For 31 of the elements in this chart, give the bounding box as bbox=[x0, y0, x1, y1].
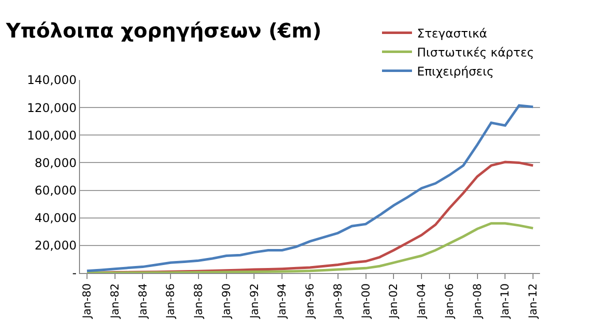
x-tick-label: Jan-84 bbox=[136, 283, 150, 320]
x-tick-label: Jan-10 bbox=[498, 283, 512, 320]
y-tick-label: 140,000 bbox=[26, 73, 77, 88]
y-tick-label: 120,000 bbox=[26, 100, 77, 115]
x-tick-label: Jan-08 bbox=[470, 283, 484, 320]
legend-label: Επιχειρήσεις bbox=[417, 64, 494, 78]
chart-title: Υπόλοιπα χορηγήσεων (€m) bbox=[5, 18, 322, 42]
y-tick-label: 20,000 bbox=[34, 238, 77, 253]
line-series bbox=[86, 104, 534, 272]
x-tick-label: Jan-02 bbox=[387, 283, 400, 320]
x-tick-label: Jan-00 bbox=[359, 283, 372, 320]
y-tick-label: - bbox=[72, 266, 77, 280]
x-tick-label: Jan-88 bbox=[192, 283, 206, 320]
x-tick-label: Jan-04 bbox=[415, 283, 428, 320]
x-tick-label: Jan-82 bbox=[108, 283, 122, 320]
x-tick-label: Jan-80 bbox=[80, 283, 94, 320]
x-tick-label: Jan-92 bbox=[248, 283, 261, 320]
legend-label: Στεγαστικά bbox=[417, 26, 488, 40]
x-tick-label: Jan-06 bbox=[442, 283, 456, 320]
x-tick-label: Jan-86 bbox=[164, 283, 178, 320]
y-tick-label: 60,000 bbox=[34, 183, 77, 198]
x-tick-label: Jan-12 bbox=[526, 283, 540, 320]
x-tick-label: Jan-90 bbox=[220, 283, 233, 320]
y-tick-label: 80,000 bbox=[34, 156, 77, 170]
x-tick-label: Jan-96 bbox=[304, 283, 317, 320]
x-tick-label: Jan-94 bbox=[276, 283, 289, 320]
line-series bbox=[86, 222, 534, 273]
x-tick-label: Jan-98 bbox=[331, 283, 344, 320]
y-tick-label: 40,000 bbox=[34, 211, 77, 226]
legend-label: Πιστωτικές κάρτες bbox=[417, 45, 534, 60]
y-tick-label: 100,000 bbox=[26, 128, 77, 142]
